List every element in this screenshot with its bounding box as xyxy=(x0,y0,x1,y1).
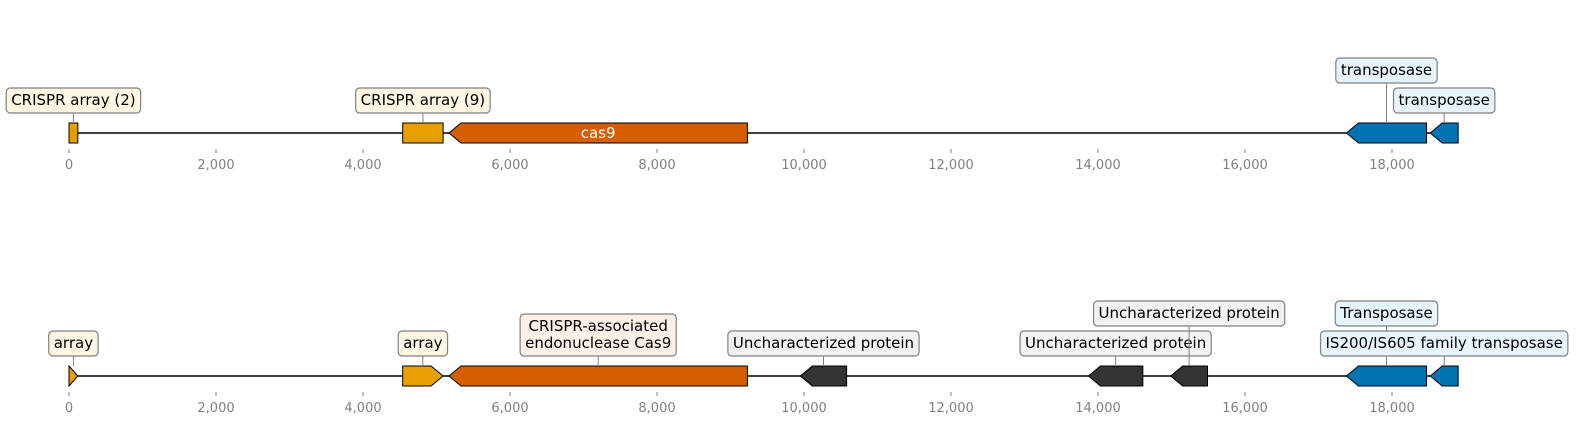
crispr-array-9-feature[interactable] xyxy=(402,122,444,144)
axis-tick-label: 12,000 xyxy=(928,158,974,173)
uncharacterized-1-label-box xyxy=(727,330,920,357)
crispr-array-9-label: CRISPR array (9) xyxy=(361,91,485,109)
array-2-feature[interactable] xyxy=(402,365,444,387)
track-1: 0 2,000 4,000 6,000 8,000 10,000 12,000 14,000 1… xyxy=(5,57,1496,173)
axis-tick-label: 14,000 xyxy=(1075,158,1121,173)
transposase-1-label-box xyxy=(1335,57,1438,84)
cas9-feature[interactable] xyxy=(448,122,748,144)
transposase-3-label: Transposase xyxy=(1339,304,1432,322)
cas9-protein-label: CRISPR-associated endonuclease Cas9 xyxy=(525,317,671,352)
uncharacterized-1-feature[interactable] xyxy=(799,365,848,387)
uncharacterized-2-feature[interactable] xyxy=(1087,365,1144,387)
axis-tick-label: 10,000 xyxy=(781,401,827,416)
crispr-array-2-feature[interactable] xyxy=(68,122,79,144)
uncharacterized-2-label: Uncharacterized protein xyxy=(1025,334,1206,352)
transposase-2-label: transposase xyxy=(1399,91,1490,109)
axis-tick-label: 0 xyxy=(65,158,73,173)
uncharacterized-3-label-box xyxy=(1092,300,1286,327)
position-axis: 0 2,000 4,000 6,000 8,000 10,000 12,000 14,000 1… xyxy=(65,149,1415,173)
axis-tick-label: 2,000 xyxy=(197,401,234,416)
crispr-array-2-label: CRISPR array (2) xyxy=(11,91,135,109)
axis-tick-label: 16,000 xyxy=(1222,158,1268,173)
uncharacterized-2-label-box xyxy=(1019,330,1212,357)
track-2: 0 2,000 4,000 6,000 8,000 10,000 12,000 14,000 1… xyxy=(48,300,1569,416)
axis-tick-label: 10,000 xyxy=(781,158,827,173)
array-2-label-box xyxy=(397,330,449,357)
transposase-2-feature[interactable] xyxy=(1429,122,1459,144)
axis-tick-label: 4,000 xyxy=(344,158,381,173)
axis-tick-label: 4,000 xyxy=(344,401,381,416)
axis-tick-label: 18,000 xyxy=(1369,158,1415,173)
axis-tick-label: 12,000 xyxy=(928,401,974,416)
uncharacterized-3-feature[interactable] xyxy=(1169,365,1209,387)
is200-transposase-feature[interactable] xyxy=(1429,365,1459,387)
cas9-protein-label-box xyxy=(519,313,677,357)
transposase-1-feature[interactable] xyxy=(1345,122,1428,144)
array-1-feature[interactable] xyxy=(68,364,79,388)
crispr-array-2-label-box xyxy=(5,87,142,114)
transposase-3-label-box xyxy=(1334,300,1439,327)
transposase-3-feature[interactable] xyxy=(1345,365,1428,387)
crispr-array-9-label-box xyxy=(355,87,491,114)
array-2-label: array xyxy=(403,334,442,352)
cas9-inline-label: cas9 xyxy=(581,124,616,142)
position-axis: 0 2,000 4,000 6,000 8,000 10,000 12,000 14,000 1… xyxy=(65,392,1415,416)
axis-tick-label: 6,000 xyxy=(491,401,528,416)
axis-tick-label: 18,000 xyxy=(1369,401,1415,416)
uncharacterized-3-label: Uncharacterized protein xyxy=(1099,304,1280,322)
array-1-label: array xyxy=(54,334,93,352)
axis-tick-label: 0 xyxy=(65,401,73,416)
axis-tick-label: 6,000 xyxy=(491,158,528,173)
transposase-1-label: transposase xyxy=(1341,61,1432,79)
is200-transposase-label-box xyxy=(1319,330,1569,357)
is200-transposase-label: IS200/IS605 family transposase xyxy=(1326,334,1563,352)
array-1-label-box xyxy=(48,330,99,357)
axis-tick-label: 2,000 xyxy=(197,158,234,173)
cas9-protein-feature[interactable] xyxy=(448,365,748,387)
transposase-2-label-box xyxy=(1392,87,1496,114)
axis-tick-label: 16,000 xyxy=(1222,401,1268,416)
axis-tick-label: 14,000 xyxy=(1075,401,1121,416)
axis-tick-label: 8,000 xyxy=(638,158,675,173)
uncharacterized-1-label: Uncharacterized protein xyxy=(733,334,914,352)
axis-tick-label: 8,000 xyxy=(638,401,675,416)
